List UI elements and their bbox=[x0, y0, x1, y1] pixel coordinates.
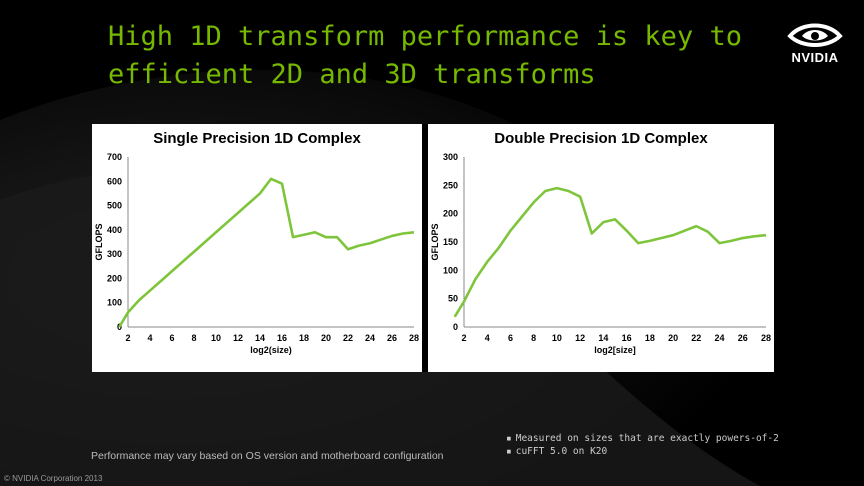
y-tick-label: 300 bbox=[443, 152, 458, 162]
note-item: Measured on sizes that are exactly power… bbox=[506, 432, 779, 445]
x-axis-label: log2[size] bbox=[594, 345, 636, 355]
x-tick-label: 28 bbox=[761, 333, 771, 343]
x-tick-label: 10 bbox=[552, 333, 562, 343]
single-precision-chart: Single Precision 1D Complex 0 100 200 300 40… bbox=[92, 124, 422, 372]
y-tick-label: 0 bbox=[453, 322, 458, 332]
x-tick-label: 14 bbox=[255, 333, 265, 343]
x-tick-label: 26 bbox=[387, 333, 397, 343]
performance-footnote: Performance may vary based on OS version… bbox=[91, 450, 444, 462]
x-tick-label: 26 bbox=[738, 333, 748, 343]
x-tick-label: 6 bbox=[169, 333, 174, 343]
x-tick-label: 4 bbox=[147, 333, 152, 343]
slide-title: High 1D transform performance is key to … bbox=[108, 18, 748, 94]
charts-panel: Single Precision 1D Complex 0 100 200 300 40… bbox=[92, 124, 774, 372]
x-tick-label: 6 bbox=[508, 333, 513, 343]
y-axis-label: GFLOPS bbox=[94, 223, 104, 260]
x-tick-label: 2 bbox=[125, 333, 130, 343]
x-tick-label: 14 bbox=[598, 333, 608, 343]
slide-title-line1: High 1D transform performance is key to bbox=[108, 21, 742, 52]
x-tick-label: 8 bbox=[191, 333, 196, 343]
logo-text: NVIDIA bbox=[791, 50, 839, 65]
x-axis-label: log2(size) bbox=[250, 345, 292, 355]
x-tick-label: 10 bbox=[211, 333, 221, 343]
y-tick-label: 200 bbox=[107, 273, 122, 283]
note-item: cuFFT 5.0 on K20 bbox=[506, 445, 779, 458]
x-tick-label: 24 bbox=[365, 333, 375, 343]
chart-title: Double Precision 1D Complex bbox=[494, 130, 708, 147]
x-tick-label: 22 bbox=[691, 333, 701, 343]
x-tick-label: 8 bbox=[531, 333, 536, 343]
slide-title-line2: efficient 2D and 3D transforms bbox=[108, 59, 596, 90]
copyright: © NVIDIA Corporation 2013 bbox=[4, 474, 103, 483]
y-tick-label: 500 bbox=[107, 201, 122, 211]
x-tick-label: 18 bbox=[299, 333, 309, 343]
x-tick-label: 18 bbox=[645, 333, 655, 343]
series-line bbox=[453, 186, 767, 318]
x-tick-label: 2 bbox=[461, 333, 466, 343]
y-tick-label: 100 bbox=[107, 298, 122, 308]
y-tick-label: 700 bbox=[107, 152, 122, 162]
x-tick-label: 22 bbox=[343, 333, 353, 343]
y-tick-label: 50 bbox=[448, 294, 458, 304]
nvidia-eye-logo-icon bbox=[787, 23, 843, 47]
chart-title: Single Precision 1D Complex bbox=[153, 130, 361, 147]
x-tick-label: 16 bbox=[277, 333, 287, 343]
series-line bbox=[118, 177, 415, 328]
x-tick-label: 16 bbox=[622, 333, 632, 343]
x-tick-label: 28 bbox=[409, 333, 419, 343]
y-tick-label: 100 bbox=[443, 265, 458, 275]
x-tick-label: 24 bbox=[715, 333, 725, 343]
x-tick-label: 20 bbox=[321, 333, 331, 343]
x-tick-label: 12 bbox=[575, 333, 585, 343]
x-tick-label: 12 bbox=[233, 333, 243, 343]
y-axis-label: GFLOPS bbox=[430, 223, 440, 260]
x-tick-label: 4 bbox=[485, 333, 490, 343]
x-tick-label: 20 bbox=[668, 333, 678, 343]
y-tick-label: 400 bbox=[107, 225, 122, 235]
y-tick-label: 250 bbox=[443, 180, 458, 190]
double-precision-chart: Double Precision 1D Complex 0 50 100 150 200… bbox=[428, 124, 774, 372]
y-tick-label: 300 bbox=[107, 249, 122, 259]
y-tick-label: 150 bbox=[443, 237, 458, 247]
y-tick-label: 600 bbox=[107, 176, 122, 186]
y-tick-label: 200 bbox=[443, 209, 458, 219]
notes-list: Measured on sizes that are exactly power… bbox=[506, 432, 779, 458]
